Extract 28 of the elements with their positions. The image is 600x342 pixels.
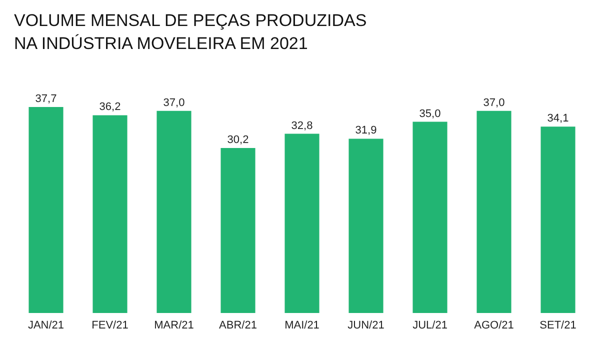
bar xyxy=(412,122,448,313)
data-label: 30,2 xyxy=(227,134,249,146)
bar xyxy=(92,115,128,313)
bar xyxy=(348,138,384,313)
data-label: 37,0 xyxy=(483,96,505,109)
data-label: 31,9 xyxy=(355,124,377,137)
bar xyxy=(284,134,320,313)
x-tick-label: SET/21 xyxy=(540,320,576,332)
data-label: 36,2 xyxy=(99,101,121,114)
bar xyxy=(156,110,192,313)
data-label: 35,0 xyxy=(419,108,441,120)
bar xyxy=(220,148,256,313)
bar xyxy=(540,126,576,313)
data-label: 37,7 xyxy=(35,93,57,105)
chart-title: VOLUME MENSAL DE PEÇAS PRODUZIDAS NA INDÚSTRIA MOVELEIRA EM 2021 xyxy=(14,11,367,53)
data-label: 37,0 xyxy=(163,96,185,109)
x-tick-label: FEV/21 xyxy=(92,320,128,332)
x-tick-label: MAR/21 xyxy=(154,320,194,332)
x-tick-label: ABR/21 xyxy=(219,320,257,332)
bar xyxy=(28,107,64,313)
x-tick-label: JUN/21 xyxy=(348,320,384,332)
bar xyxy=(476,110,512,313)
x-tick-label: JUL/21 xyxy=(412,320,448,332)
x-tick-label: AGO/21 xyxy=(474,320,514,332)
x-tick-label: MAI/21 xyxy=(284,320,320,332)
data-label: 34,1 xyxy=(547,112,569,125)
x-tick-label: JAN/21 xyxy=(28,320,64,332)
data-label: 32,8 xyxy=(291,120,313,132)
